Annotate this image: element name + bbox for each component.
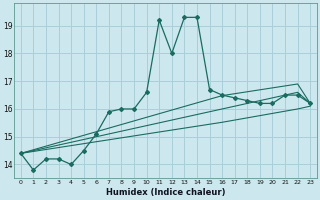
X-axis label: Humidex (Indice chaleur): Humidex (Indice chaleur) xyxy=(106,188,225,197)
